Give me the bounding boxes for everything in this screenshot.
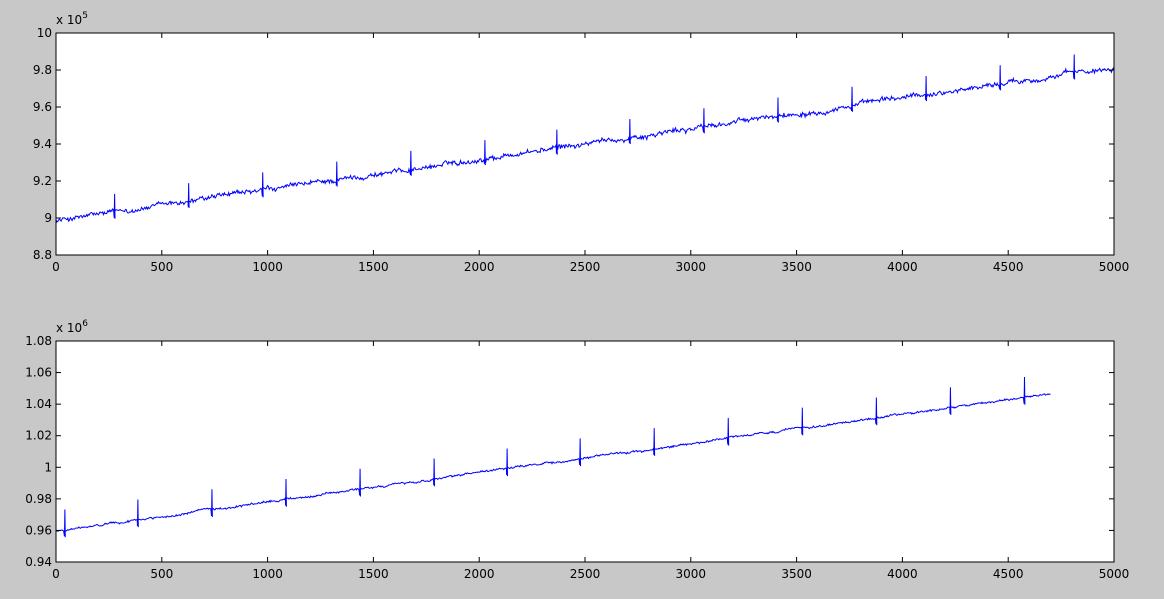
y-tick-label: 1.02 (25, 429, 52, 443)
x-tick-label: 4500 (993, 260, 1024, 274)
series-line (56, 54, 1114, 224)
x-tick-label: 2000 (464, 567, 495, 581)
y-exponent-label: x 105 (56, 11, 88, 27)
chart-top: 0 500 1000 1500 2000 2500 3000 3500 4000 4500 5000… (33, 11, 1129, 274)
y-tick-label: 10 (37, 26, 52, 40)
y-tick-label: 1 (44, 460, 52, 474)
x-tick-label: 1000 (252, 567, 283, 581)
chart-bottom: 0 500 1000 1500 2000 2500 3000 3500 4000 4500 5000… (25, 319, 1129, 581)
y-tick-label: 9.8 (33, 63, 52, 77)
y-exponent-power: 6 (82, 319, 88, 329)
x-tick-label: 5000 (1099, 260, 1130, 274)
y-exponent-label: x 106 (56, 319, 88, 335)
x-tick-label: 2500 (570, 567, 601, 581)
y-tick-label: 9.2 (33, 174, 52, 188)
x-tick-label: 2000 (464, 260, 495, 274)
y-tick-label: 9.4 (33, 137, 52, 151)
x-tick-label: 3000 (676, 567, 707, 581)
y-tick-label: 8.8 (33, 248, 52, 262)
x-tick-label: 500 (150, 567, 173, 581)
y-tick-label: 0.94 (25, 555, 52, 569)
x-tick-label: 1500 (358, 260, 389, 274)
x-tick-label: 3000 (676, 260, 707, 274)
x-tick-label: 0 (52, 567, 60, 581)
y-tick-label: 1.06 (25, 366, 52, 380)
y-tick-label: 0.96 (25, 523, 52, 537)
x-tick-label: 1500 (358, 567, 389, 581)
y-tick-label: 1.08 (25, 334, 52, 348)
x-tick-label: 4000 (887, 567, 918, 581)
y-tick-label: 9 (44, 211, 52, 225)
x-tick-label: 5000 (1099, 567, 1130, 581)
x-tick-label: 4000 (887, 260, 918, 274)
x-tick-label: 4500 (993, 567, 1024, 581)
x-tick-label: 2500 (570, 260, 601, 274)
x-tick-label: 3500 (781, 567, 812, 581)
series-line (56, 377, 1051, 538)
y-tick-label: 1.04 (25, 397, 52, 411)
y-tick-label: 9.6 (33, 100, 52, 114)
x-tick-label: 1000 (252, 260, 283, 274)
axes-area (56, 341, 1114, 562)
y-tick-label: 0.98 (25, 492, 52, 506)
y-exponent-power: 5 (82, 11, 88, 21)
x-tick-label: 0 (52, 260, 60, 274)
x-tick-label: 3500 (781, 260, 812, 274)
x-tick-label: 500 (150, 260, 173, 274)
